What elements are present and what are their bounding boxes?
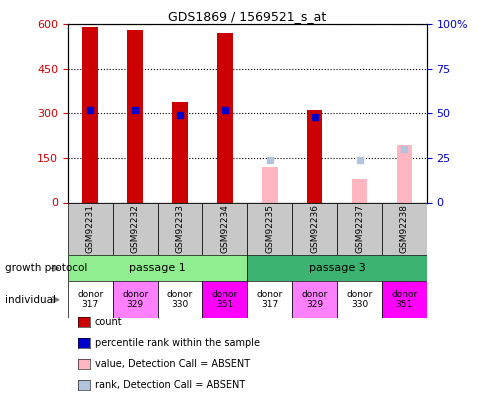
Text: donor
317: donor 317: [77, 290, 103, 309]
Text: percentile rank within the sample: percentile rank within the sample: [94, 338, 259, 348]
Text: GSM92236: GSM92236: [309, 205, 318, 253]
Bar: [172, 102, 187, 202]
Bar: [247, 255, 426, 281]
Bar: [202, 281, 247, 318]
Text: GSM92235: GSM92235: [265, 205, 274, 253]
Text: GSM92233: GSM92233: [175, 205, 184, 253]
Text: passage 3: passage 3: [308, 263, 365, 273]
Text: donor
317: donor 317: [256, 290, 282, 309]
Text: donor
351: donor 351: [212, 290, 238, 309]
Bar: [217, 33, 232, 202]
Bar: [336, 281, 381, 318]
Text: GSM92234: GSM92234: [220, 205, 229, 253]
Bar: [381, 281, 426, 318]
Title: GDS1869 / 1569521_s_at: GDS1869 / 1569521_s_at: [168, 10, 326, 23]
Bar: [157, 281, 202, 318]
Bar: [68, 255, 247, 281]
Bar: [112, 202, 157, 255]
Bar: [291, 202, 336, 255]
Bar: [336, 202, 381, 255]
Text: donor
351: donor 351: [391, 290, 417, 309]
Text: donor
329: donor 329: [301, 290, 327, 309]
Bar: [202, 202, 247, 255]
Bar: [247, 202, 291, 255]
Text: growth protocol: growth protocol: [5, 263, 87, 273]
Text: GSM92231: GSM92231: [86, 205, 95, 253]
Bar: [247, 281, 291, 318]
Text: GSM92238: GSM92238: [399, 205, 408, 253]
Bar: [291, 281, 336, 318]
Bar: [351, 179, 366, 202]
Text: count: count: [94, 317, 122, 327]
Bar: [112, 281, 157, 318]
Bar: [381, 202, 426, 255]
Bar: [306, 111, 322, 202]
Text: GSM92237: GSM92237: [354, 205, 363, 253]
Text: rank, Detection Call = ABSENT: rank, Detection Call = ABSENT: [94, 380, 244, 390]
Bar: [127, 30, 143, 202]
Bar: [261, 167, 277, 202]
Text: passage 1: passage 1: [129, 263, 186, 273]
Text: GSM92232: GSM92232: [130, 205, 139, 253]
Bar: [82, 27, 98, 202]
Bar: [396, 145, 411, 202]
Text: donor
330: donor 330: [166, 290, 193, 309]
Text: donor
330: donor 330: [346, 290, 372, 309]
Text: value, Detection Call = ABSENT: value, Detection Call = ABSENT: [94, 359, 249, 369]
Text: individual: individual: [5, 295, 56, 305]
Text: donor
329: donor 329: [122, 290, 148, 309]
Bar: [68, 202, 112, 255]
Bar: [157, 202, 202, 255]
Bar: [68, 281, 112, 318]
